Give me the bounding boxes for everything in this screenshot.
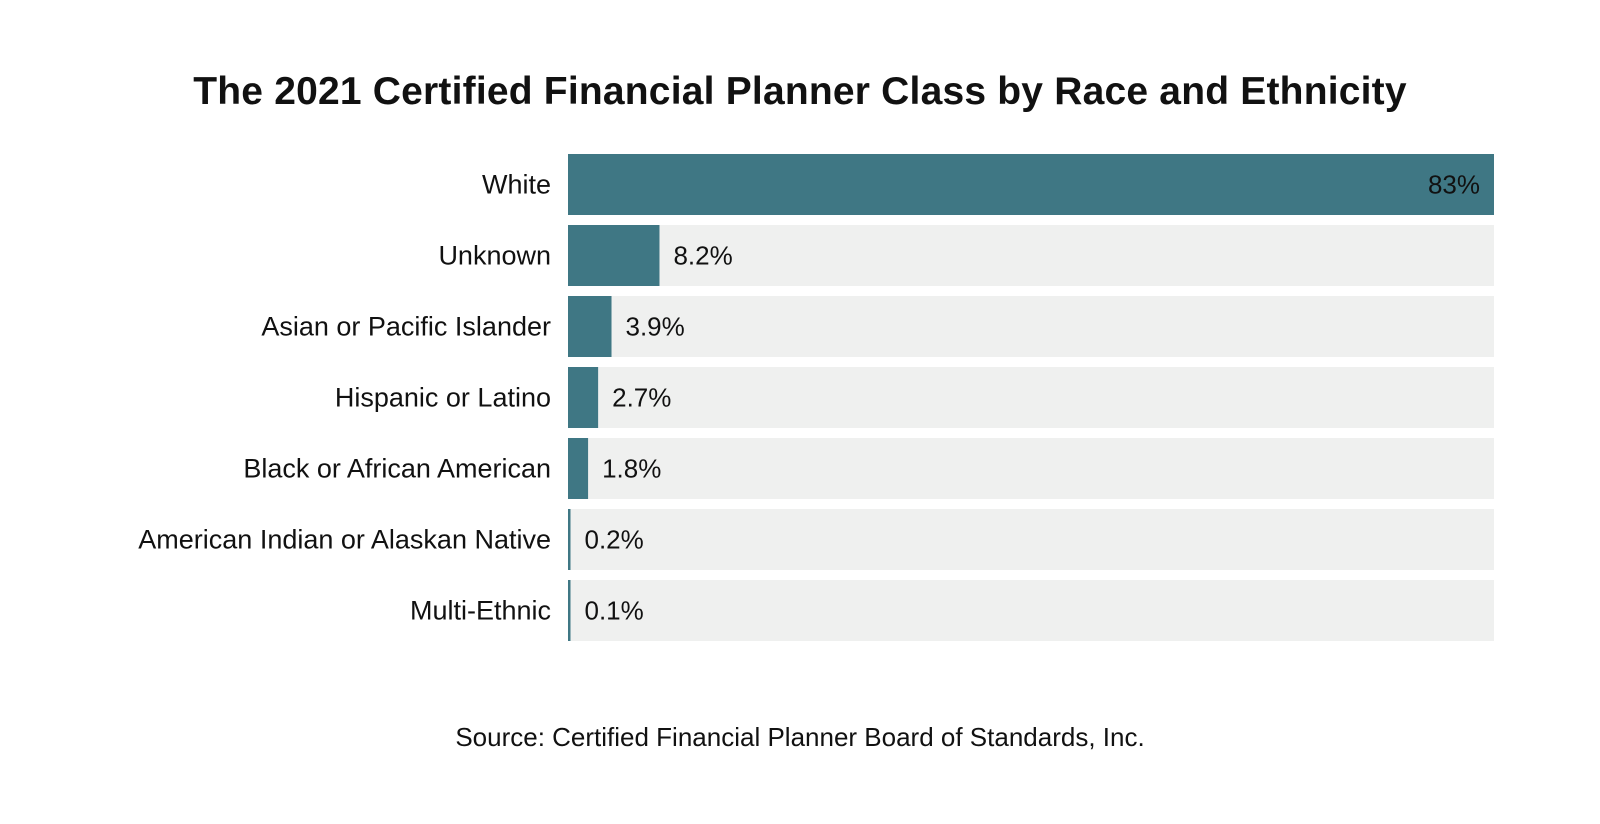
value-label: 1.8% [602,454,661,484]
bar [568,154,1494,215]
bar-track [568,509,1494,570]
category-label: Hispanic or Latino [335,383,551,413]
bar-track [568,225,1494,286]
category-label: Asian or Pacific Islander [261,312,551,342]
chart-source: Source: Certified Financial Planner Boar… [455,722,1145,752]
value-label: 2.7% [612,383,671,413]
value-label: 83% [1428,170,1480,200]
value-label: 8.2% [673,241,732,271]
value-label: 3.9% [626,312,685,342]
bar-track [568,438,1494,499]
bar [568,438,589,499]
category-label: Unknown [438,241,551,271]
bar-track [568,580,1494,641]
category-label: American Indian or Alaskan Native [138,525,551,555]
category-label: Black or African American [243,454,551,484]
bar-tracks [568,154,1494,641]
category-labels: White Unknown Asian or Pacific Islander His… [138,170,551,626]
bar-track [568,367,1494,428]
chart-title: The 2021 Certified Financial Planner Cla… [193,70,1407,113]
bar [568,225,660,286]
value-label: 0.1% [585,596,644,626]
bar [568,509,571,570]
bar [568,296,612,357]
bar [568,580,571,641]
category-label: White [482,170,551,200]
value-label: 0.2% [585,525,644,555]
bar [568,367,599,428]
category-label: Multi-Ethnic [410,596,551,626]
bars [568,154,1494,641]
value-labels: 83% 8.2% 3.9% 2.7% 1.8% 0.2% 0.1% [585,170,1481,626]
bar-track [568,296,1494,357]
